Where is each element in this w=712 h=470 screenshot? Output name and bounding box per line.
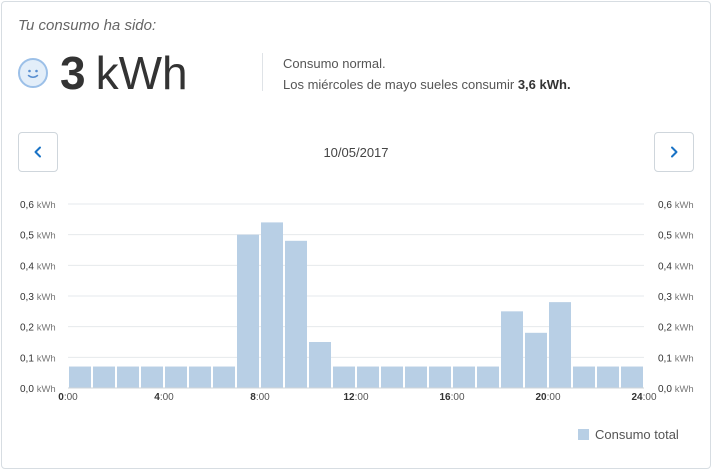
comparison-prefix: Los miércoles de mayo sueles consumir xyxy=(283,77,518,92)
y-tick-label-right: 0,0 kWh xyxy=(658,384,694,395)
bar-hour-15 xyxy=(429,366,451,388)
legend-swatch xyxy=(578,429,589,440)
next-day-button[interactable] xyxy=(654,132,694,172)
x-tick-label: 8:00 xyxy=(250,392,270,403)
bar-hour-7 xyxy=(237,234,259,388)
bar-hour-1 xyxy=(93,366,115,388)
x-tick-label: 0:00 xyxy=(58,392,78,403)
bar-hour-8 xyxy=(261,222,283,388)
y-tick-label-left: 0,6 kWh xyxy=(20,200,56,211)
consumption-summary: 3 kWh xyxy=(18,50,188,96)
selected-date: 10/05/2017 xyxy=(323,145,389,160)
bar-hour-20 xyxy=(549,302,571,388)
y-tick-label-right: 0,5 kWh xyxy=(658,231,694,242)
bar-hour-5 xyxy=(189,366,211,388)
total-consumption-unit: kWh xyxy=(95,47,188,99)
consumption-message: Consumo normal. Los miércoles de mayo su… xyxy=(283,53,571,95)
x-tick-label: 4:00 xyxy=(154,392,174,403)
bar-hour-23 xyxy=(621,366,643,388)
bar-hour-17 xyxy=(477,366,499,388)
bar-hour-0 xyxy=(69,366,91,388)
y-tick-label-right: 0,1 kWh xyxy=(658,353,694,364)
y-tick-label-left: 0,3 kWh xyxy=(20,292,56,303)
bar-hour-19 xyxy=(525,332,547,388)
consumption-comparison-text: Los miércoles de mayo sueles consumir 3,… xyxy=(283,74,571,95)
bar-hour-18 xyxy=(501,311,523,388)
previous-day-button[interactable] xyxy=(18,132,58,172)
summary-divider xyxy=(262,53,263,91)
x-tick-label: 16:00 xyxy=(439,392,464,403)
y-tick-label-left: 0,2 kWh xyxy=(20,323,56,334)
bar-hour-22 xyxy=(597,366,619,388)
smiley-face-icon xyxy=(18,58,48,88)
legend-label: Consumo total xyxy=(595,427,679,442)
bar-hour-14 xyxy=(405,366,427,388)
consumption-status-text: Consumo normal. xyxy=(283,56,386,71)
bar-hour-2 xyxy=(117,366,139,388)
chevron-left-icon xyxy=(34,146,41,158)
x-tick-label: 20:00 xyxy=(535,392,560,403)
y-tick-label-left: 0,1 kWh xyxy=(20,353,56,364)
y-tick-label-right: 0,4 kWh xyxy=(658,261,694,272)
x-tick-label: 24:00 xyxy=(631,392,656,403)
chart-legend: Consumo total xyxy=(578,427,679,442)
y-tick-label-left: 0,4 kWh xyxy=(20,261,56,272)
total-consumption-value: 3 kWh xyxy=(60,50,188,96)
bar-hour-4 xyxy=(165,366,187,388)
bar-hour-11 xyxy=(333,366,355,388)
total-consumption-number: 3 xyxy=(60,47,86,99)
bar-hour-10 xyxy=(309,342,331,388)
bar-hour-6 xyxy=(213,366,235,388)
y-tick-label-right: 0,2 kWh xyxy=(658,323,694,334)
consumption-heading: Tu consumo ha sido: xyxy=(18,17,157,34)
bar-hour-16 xyxy=(453,366,475,388)
bar-hour-12 xyxy=(357,366,379,388)
comparison-value: 3,6 kWh. xyxy=(517,77,571,92)
bar-hour-21 xyxy=(573,366,595,388)
y-tick-label-left: 0,0 kWh xyxy=(20,384,56,395)
bar-hour-13 xyxy=(381,366,403,388)
y-tick-label-right: 0,3 kWh xyxy=(658,292,694,303)
chevron-right-icon xyxy=(671,146,678,158)
y-tick-label-left: 0,5 kWh xyxy=(20,231,56,242)
y-tick-label-right: 0,6 kWh xyxy=(658,200,694,211)
x-tick-label: 12:00 xyxy=(343,392,368,403)
bar-hour-9 xyxy=(285,240,307,388)
bar-hour-3 xyxy=(141,366,163,388)
